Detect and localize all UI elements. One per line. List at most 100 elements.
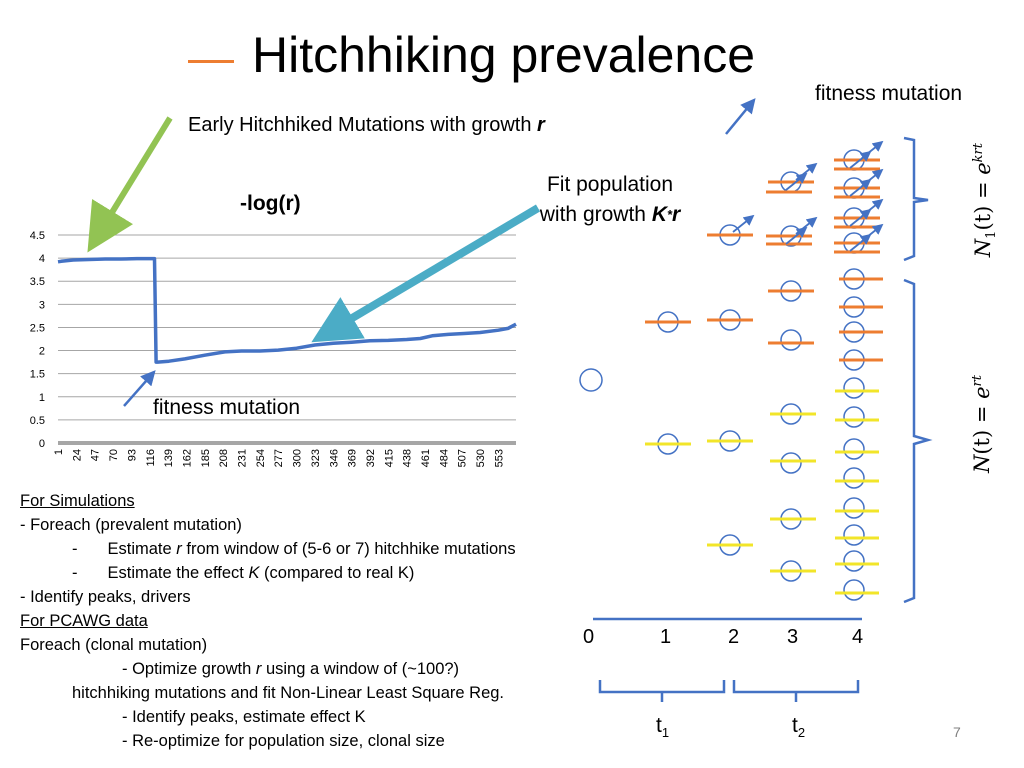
x-tick-label: 208 xyxy=(218,449,230,467)
x-tick-label: 300 xyxy=(292,449,304,467)
cell-circle-icon xyxy=(843,406,865,428)
teal-arrow-icon xyxy=(311,204,541,343)
notes-pcawg-hitchhiking: hitchhiking mutations and fit Non-Linear… xyxy=(72,684,505,702)
cell-circle-icon xyxy=(843,438,865,460)
title-orange-dash xyxy=(188,60,234,63)
x-tick-label: 162 xyxy=(181,449,193,467)
time-label-0: 0 xyxy=(583,626,595,648)
x-tick-label: 369 xyxy=(347,449,359,467)
sim-est-r-prefix: Estimate xyxy=(107,540,177,558)
cell-circle-icon xyxy=(780,452,802,474)
eq-top-n: N xyxy=(970,238,995,258)
x-tick-label: 346 xyxy=(328,449,340,467)
time-label-3: 3 xyxy=(787,626,799,648)
chart-x-tick-labels: 1 24 47 70 93 116 139 162 185 208 231 254 277 300 323 3… xyxy=(53,449,505,467)
x-tick-label: 93 xyxy=(126,449,138,461)
t1-label: t1 xyxy=(656,714,669,740)
x-tick-label: 484 xyxy=(438,449,450,467)
time-label-1: 1 xyxy=(660,626,672,648)
eq-top-sub: 1 xyxy=(984,230,1000,239)
y-tick-label: 2.5 xyxy=(30,322,45,334)
cell-circle-icon xyxy=(843,550,865,572)
notes-sim-est-k: - Estimate the effect K (compared to real… xyxy=(72,564,415,582)
fit-population-line2: with growth K*r xyxy=(520,200,700,232)
fitness-arrow-icon xyxy=(785,226,808,245)
notes-sim-est-r: - Estimate r from window of (5-6 or 7) hi… xyxy=(72,540,516,558)
early-label-var: r xyxy=(537,114,545,136)
x-tick-label: 1 xyxy=(53,449,65,455)
fitness-arrow-icon xyxy=(785,172,808,191)
bottom-population-brace-icon xyxy=(903,278,933,604)
series-line xyxy=(57,256,517,364)
eq-bottom-exp: rt xyxy=(970,374,985,387)
sim-est-k-prefix: Estimate the effect xyxy=(107,564,249,582)
x-tick-label: 461 xyxy=(420,449,432,467)
eq-top-mid: (t) = xyxy=(970,174,995,231)
x-tick-label: 507 xyxy=(457,449,469,467)
y-tick-label: 4 xyxy=(39,253,45,265)
cell-circle-icon xyxy=(843,524,865,546)
cell-circle-icon xyxy=(843,467,865,489)
y-tick-label: 4.5 xyxy=(30,230,45,242)
x-tick-label: 185 xyxy=(200,449,212,467)
pcawg-opt-prefix: - Optimize growth xyxy=(122,660,256,678)
cell-circle-icon xyxy=(843,377,865,399)
chart-y-tick-labels: 0 0.5 1 1.5 2 2.5 3 3.5 4 4.5 xyxy=(30,230,45,450)
x-tick-label: 24 xyxy=(71,449,83,461)
y-tick-label: 3 xyxy=(39,299,45,311)
eq-bottom-e: e xyxy=(970,386,994,399)
notes-pcawg-reopt: - Re-optimize for population size, clona… xyxy=(122,732,445,750)
early-hitchhiked-label: Early Hitchhiked Mutations with growth r xyxy=(188,114,545,137)
t2-brace-icon xyxy=(732,680,860,694)
notes-pcawg-peaks: - Identify peaks, estimate effect K xyxy=(122,708,366,726)
fitness-arrow-icon xyxy=(861,223,884,242)
t1-brace-icon xyxy=(598,680,726,694)
time-label-2: 2 xyxy=(728,626,740,648)
sim-est-r-var: r xyxy=(176,540,182,558)
cell-circle-icon xyxy=(843,497,865,519)
x-tick-label: 116 xyxy=(145,449,157,467)
chart-title: -log(r) xyxy=(240,192,301,215)
x-tick-label: 415 xyxy=(383,449,395,467)
x-tick-label: 553 xyxy=(493,449,505,467)
eq-top-e: e xyxy=(970,162,995,175)
x-tick-label: 47 xyxy=(90,449,102,461)
x-tick-label: 277 xyxy=(273,449,285,467)
eq-bottom-mid: (t) = xyxy=(970,398,994,455)
notes-sim-peaks: - Identify peaks, drivers xyxy=(20,588,191,606)
sim-est-k-suffix: (compared to real K) xyxy=(259,564,415,582)
cell-circle-icon xyxy=(780,329,802,351)
x-tick-label: 392 xyxy=(365,449,377,467)
x-tick-label: 231 xyxy=(237,449,249,467)
notes-for-pcawg: For PCAWG data xyxy=(20,612,148,630)
fitness-arrow-icon xyxy=(861,140,884,159)
y-tick-label: 0.5 xyxy=(30,415,45,427)
fit-pop-k: K xyxy=(651,203,667,226)
fit-pop-prefix: with growth xyxy=(539,203,652,226)
page-number: 7 xyxy=(953,724,961,740)
equation-bottom: N(t) = ert xyxy=(970,354,994,494)
equation-top: N1(t) = ekrt xyxy=(971,120,999,280)
x-tick-label: 323 xyxy=(310,449,322,467)
green-arrow-icon xyxy=(87,116,173,253)
notes-sim-foreach: - Foreach (prevalent mutation) xyxy=(20,516,242,534)
fit-pop-star: * xyxy=(666,207,673,222)
pcawg-opt-suffix: using a window of (~100?) xyxy=(261,660,460,678)
fit-population-line1: Fit population xyxy=(546,173,674,196)
x-tick-label: 254 xyxy=(255,449,267,467)
fitness-mutation-label-chart: fitness mutation xyxy=(153,396,301,419)
eq-top-exp: krt xyxy=(970,143,986,163)
t1-sub: 1 xyxy=(661,725,670,741)
fitness-arrow-icon xyxy=(795,216,818,235)
population-tree-diagram xyxy=(579,140,884,601)
fitness-arrow-icon xyxy=(732,214,755,233)
fit-population-label: Fit population with growth K*r xyxy=(520,170,700,232)
t1-text: t xyxy=(656,714,662,737)
x-tick-label: 139 xyxy=(163,449,175,467)
fitness-mutation-label-top: fitness mutation xyxy=(815,82,963,105)
y-tick-label: 3.5 xyxy=(30,276,45,288)
y-tick-label: 2 xyxy=(39,346,45,358)
fitness-arrow-icon xyxy=(795,162,818,181)
